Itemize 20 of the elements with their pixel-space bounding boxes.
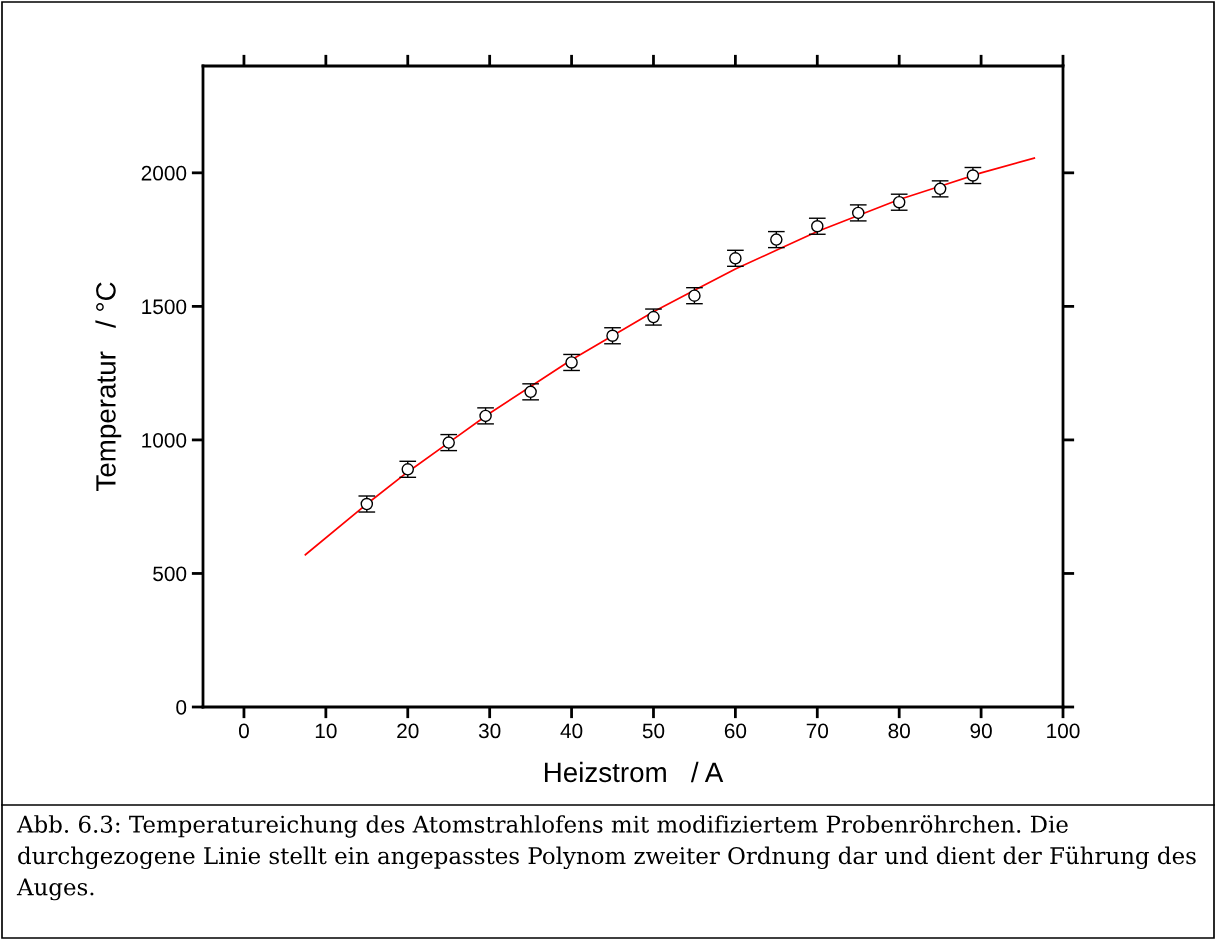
y-axis-title: Temperatur / °C [95,282,122,491]
x-tick-label: 20 [397,723,419,739]
y-tick-label: 500 [153,566,187,582]
line-series [304,157,1036,556]
caption: Abb. 6.3: Temperatureichung des Atomstrahlofens mit modifiziertem Probenröhrchen. Die durchgezogene Linie stellt ein angepasstes Polynom zweiter Ordnung dar und dient der Führung des Auges. [16,815,1196,901]
y-tick-label: 1500 [142,299,187,315]
y-tick-label: 0 [176,700,187,715]
x-tick-label: 100 [1047,723,1080,739]
y-tick-label: 1000 [142,432,187,448]
x-tick-label: 60 [724,723,747,739]
y-tick-label: 2000 [141,165,187,181]
x-axis-title: Heizstrom / A [544,761,724,783]
x-tick-label: 0 [238,723,249,739]
x-tick-label: 40 [560,723,583,739]
x-tick-label: 90 [970,723,992,739]
x-tick-label: 80 [888,723,910,739]
x-tick-label: 50 [642,723,665,739]
x-tick-label: 70 [806,723,829,739]
x-tick-label: 10 [315,723,337,739]
x-tick-label: 30 [478,723,501,739]
